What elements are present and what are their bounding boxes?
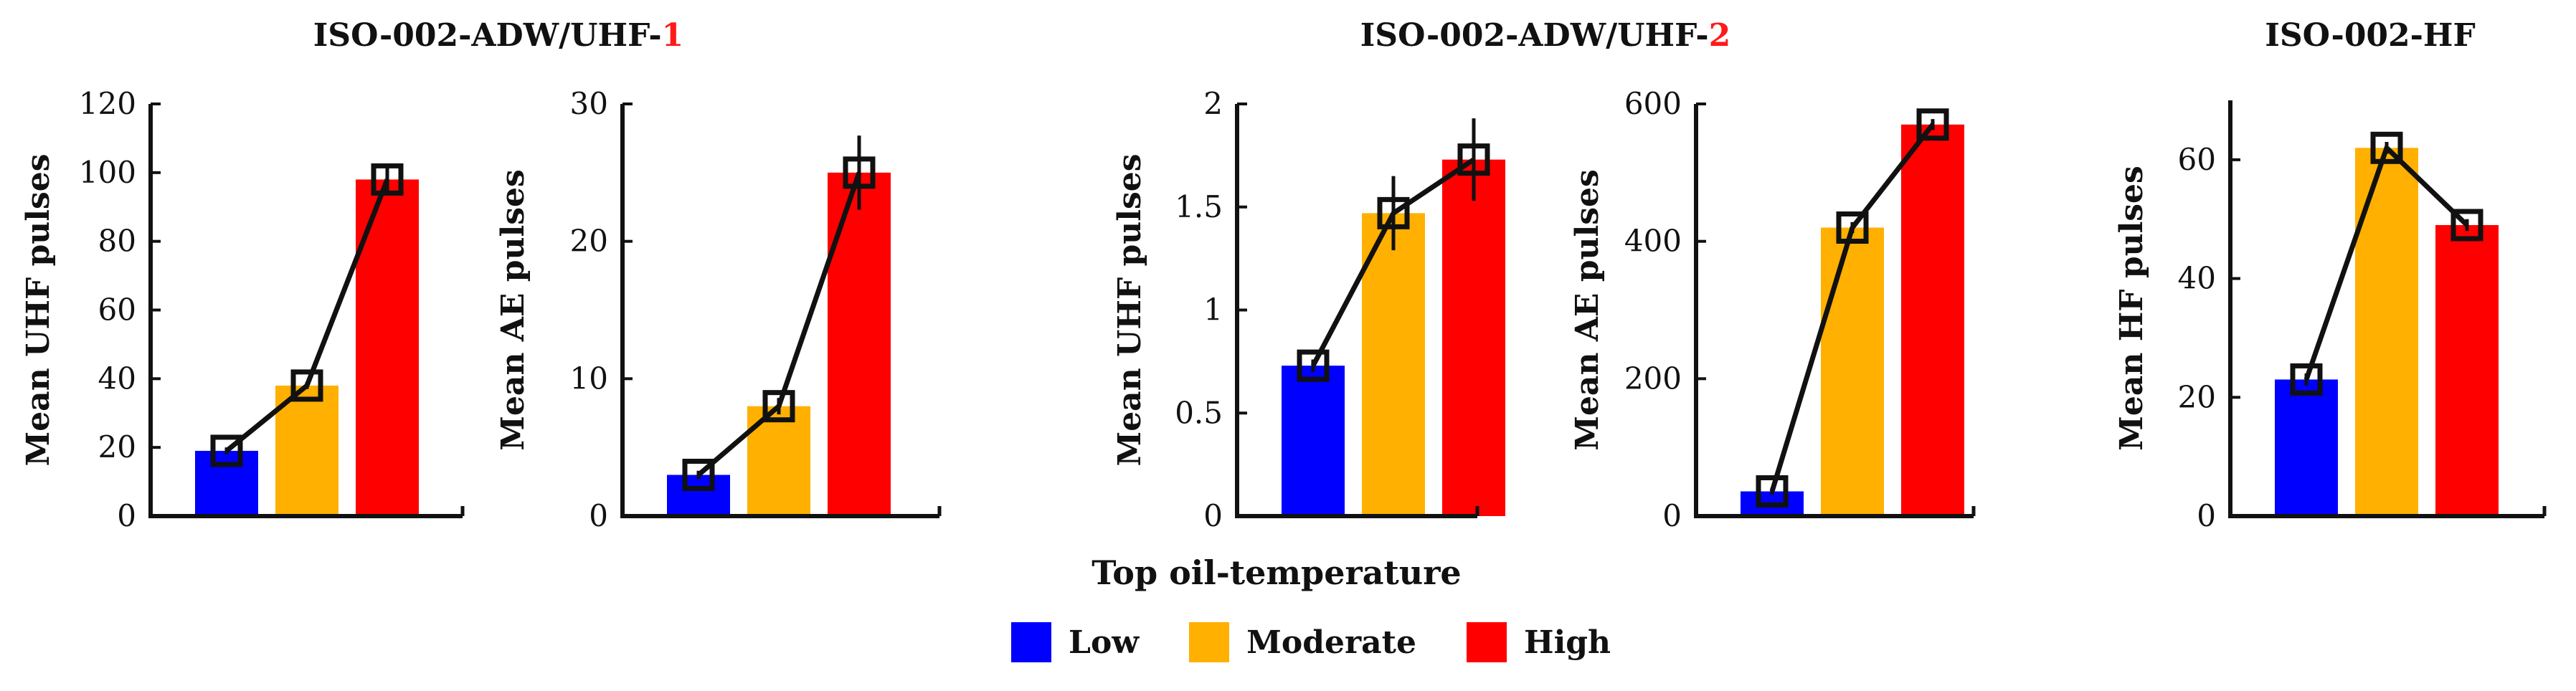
legend-label-moderate: Moderate: [1246, 624, 1416, 661]
y-tick-label: 100: [79, 155, 136, 190]
legend: Low Moderate High: [1011, 622, 1661, 662]
group-title-2-suffix: 2: [1708, 17, 1731, 54]
y-tick-label: 40: [98, 361, 136, 396]
y-tick-label: 0: [589, 498, 608, 533]
y-tick-label: 30: [570, 86, 608, 121]
y-tick-label: 80: [98, 224, 136, 259]
bar-moderate: [1821, 227, 1884, 516]
legend-swatch-high: [1467, 622, 1507, 662]
bar-moderate: [1362, 213, 1425, 516]
y-axis-label: Mean UHF pulses: [20, 153, 57, 466]
marker-high: [2450, 209, 2483, 242]
y-tick-label: 1.5: [1175, 189, 1223, 224]
y-tick-label: 0.5: [1175, 395, 1223, 430]
y-tick-label: 1: [1203, 292, 1223, 328]
marker-high: [371, 163, 404, 196]
bar-low: [195, 450, 258, 516]
y-tick-label: 10: [570, 361, 608, 396]
y-tick-label: 0: [1203, 498, 1223, 533]
bar-low: [667, 475, 730, 516]
marker-low: [682, 459, 715, 491]
marker-high: [843, 156, 876, 189]
group-title-1-suffix: 1: [661, 17, 684, 54]
marker-moderate: [1836, 211, 1869, 244]
marker-low: [1756, 475, 1789, 507]
bar-moderate: [2355, 148, 2418, 517]
marker-low: [210, 434, 243, 467]
y-tick-label: 400: [1624, 224, 1682, 259]
y-axis-label: Mean AE pulses: [1569, 169, 1606, 451]
y-tick-label: 40: [2178, 261, 2216, 296]
y-axis-label: Mean HF pulses: [2113, 166, 2150, 451]
group-title-2: ISO-002-ADW/UHF-2: [1360, 17, 1731, 54]
chart-panel-4: 0 200 400 600 Mean AE pulses: [1569, 86, 1976, 533]
y-tick-label: 0: [1662, 498, 1682, 533]
y-tick-label: 0: [117, 498, 136, 533]
marker-moderate: [1377, 196, 1410, 229]
marker-low: [2290, 363, 2323, 396]
y-tick-label: 2: [1203, 86, 1223, 121]
marker-low: [1297, 349, 1330, 382]
y-tick-label: 0: [2197, 498, 2216, 533]
legend-swatch-low: [1011, 622, 1051, 662]
group-title-1: ISO-002-ADW/UHF-1: [313, 17, 684, 54]
y-axis-label: Mean UHF pulses: [1112, 153, 1148, 466]
bar-low: [1282, 366, 1345, 516]
legend-item-low: Low: [1011, 622, 1139, 662]
marker-moderate: [762, 390, 795, 423]
chart-panel-1: 0 20 40 60 80 100 120 Mean UHF pulses: [20, 86, 465, 533]
mean-trend-line: [696, 171, 862, 477]
marker-moderate: [290, 369, 323, 402]
group-title-2-text: ISO-002-ADW/UHF-: [1360, 17, 1709, 54]
y-tick-label: 20: [2178, 379, 2216, 414]
chart-panel-2: 0 10 20 30 Mean AE pulses: [495, 86, 942, 533]
bar-high: [828, 172, 891, 517]
y-tick-label: 60: [2178, 142, 2216, 177]
x-axis-label: Top oil-temperature: [1092, 553, 1462, 592]
marker-high: [1916, 108, 1949, 141]
y-tick-label: 60: [98, 292, 136, 328]
group-title-1-text: ISO-002-ADW/UHF-: [313, 17, 662, 54]
bar-low: [2275, 379, 2338, 516]
marker-high: [1457, 143, 1490, 176]
y-tick-label: 120: [79, 86, 136, 121]
legend-label-high: High: [1524, 624, 1611, 661]
mean-trend-line: [1769, 123, 1935, 492]
bar-moderate: [275, 385, 338, 516]
legend-item-high: High: [1467, 622, 1611, 662]
legend-item-moderate: Moderate: [1189, 622, 1416, 662]
y-tick-label: 600: [1624, 86, 1682, 121]
y-tick-label: 20: [98, 429, 136, 464]
marker-moderate: [2370, 131, 2403, 164]
group-title-3: ISO-002-HF: [2265, 17, 2475, 54]
y-axis-label: Mean AE pulses: [495, 169, 531, 451]
mean-trend-line: [2303, 143, 2469, 381]
bar-high: [2435, 225, 2499, 516]
mean-trend-line: [1310, 157, 1475, 367]
mean-trend-line: [224, 178, 390, 453]
chart-panel-5: 0 20 40 60 Mean HF pulses: [2113, 100, 2547, 533]
bar-high: [1442, 159, 1505, 516]
y-tick-label: 20: [570, 224, 608, 259]
bar-high: [1901, 124, 1964, 516]
legend-label-low: Low: [1069, 624, 1140, 661]
group-title-3-text: ISO-002-HF: [2265, 17, 2476, 54]
legend-swatch-moderate: [1189, 622, 1230, 662]
y-tick-label: 200: [1624, 361, 1682, 396]
chart-panel-3: 0 0.5 1 1.5 2 Mean UHF pulses: [1112, 86, 1505, 533]
